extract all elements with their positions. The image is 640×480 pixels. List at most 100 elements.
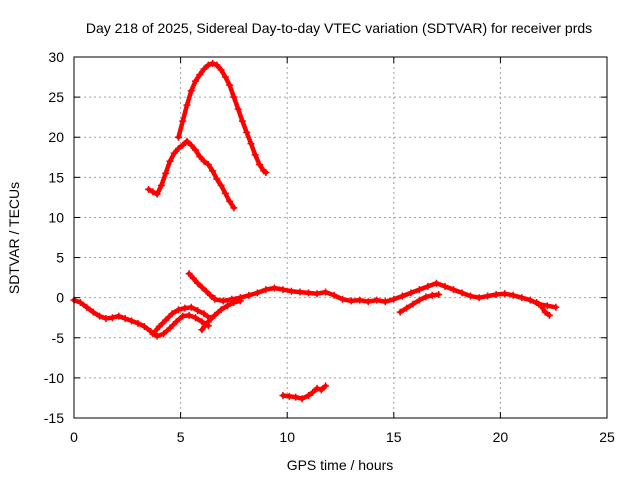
data-point bbox=[206, 291, 214, 299]
series-trace bbox=[146, 138, 237, 211]
grid-lines bbox=[74, 57, 607, 418]
data-point bbox=[219, 297, 227, 305]
data-point bbox=[185, 311, 193, 319]
data-point bbox=[179, 117, 187, 125]
data-point bbox=[179, 141, 187, 149]
y-tick-label: 0 bbox=[56, 290, 64, 306]
data-point bbox=[390, 295, 398, 303]
data-point bbox=[145, 185, 153, 193]
data-point bbox=[174, 144, 182, 152]
y-axis-label: SDTVAR / TECUs bbox=[6, 182, 22, 294]
data-point bbox=[234, 105, 242, 113]
data-point bbox=[183, 137, 191, 145]
data-point bbox=[339, 295, 347, 303]
data-point bbox=[543, 302, 551, 310]
data-point bbox=[415, 296, 423, 304]
data-point bbox=[226, 81, 234, 89]
data-point bbox=[251, 151, 259, 159]
data-point bbox=[243, 128, 251, 136]
data-point bbox=[149, 330, 157, 338]
data-point bbox=[155, 323, 163, 331]
data-point bbox=[230, 93, 238, 101]
data-point bbox=[373, 296, 381, 304]
data-point bbox=[509, 291, 517, 299]
data-point bbox=[202, 287, 210, 295]
data-point bbox=[230, 204, 238, 212]
data-point bbox=[317, 386, 325, 394]
y-tick-label: -10 bbox=[44, 370, 64, 386]
y-tick-label: -15 bbox=[44, 410, 64, 426]
x-tick-label: 10 bbox=[279, 429, 295, 445]
data-point bbox=[170, 149, 178, 157]
data-point bbox=[262, 169, 270, 177]
data-marks bbox=[70, 59, 560, 403]
data-point bbox=[347, 297, 355, 305]
data-point bbox=[174, 133, 182, 141]
data-point bbox=[330, 291, 338, 299]
series-band-late-drop bbox=[533, 298, 553, 319]
data-point bbox=[224, 302, 232, 310]
data-point bbox=[409, 300, 417, 308]
data-point bbox=[196, 152, 204, 160]
data-point bbox=[213, 61, 221, 69]
data-point bbox=[134, 319, 142, 327]
data-point bbox=[247, 140, 255, 148]
data-point bbox=[545, 311, 553, 319]
data-point bbox=[305, 289, 313, 297]
data-point bbox=[415, 286, 423, 294]
y-tick-label: -5 bbox=[52, 330, 65, 346]
data-point bbox=[285, 392, 293, 400]
series-trace bbox=[150, 305, 213, 337]
data-point bbox=[396, 308, 404, 316]
data-point bbox=[435, 290, 443, 298]
data-point bbox=[172, 318, 180, 326]
data-point bbox=[221, 189, 229, 197]
series-arc-negative bbox=[279, 382, 330, 403]
data-point bbox=[441, 282, 449, 290]
data-point bbox=[279, 286, 287, 294]
data-point bbox=[140, 323, 148, 331]
data-point bbox=[96, 312, 104, 320]
data-point bbox=[217, 181, 225, 189]
data-point bbox=[192, 77, 200, 85]
data-point bbox=[153, 332, 161, 340]
y-tick-label: 25 bbox=[48, 89, 64, 105]
data-point bbox=[422, 293, 430, 301]
x-tick-label: 20 bbox=[493, 429, 509, 445]
data-point bbox=[236, 294, 244, 302]
data-point bbox=[198, 283, 206, 291]
data-point bbox=[313, 384, 321, 392]
data-point bbox=[305, 392, 313, 400]
data-point bbox=[428, 291, 436, 299]
data-point bbox=[187, 141, 195, 149]
series-band-main bbox=[211, 279, 560, 311]
data-point bbox=[168, 310, 176, 318]
data-point bbox=[211, 311, 219, 319]
data-point bbox=[533, 298, 541, 306]
data-point bbox=[292, 393, 300, 401]
data-point bbox=[492, 290, 500, 298]
y-tick-label: 30 bbox=[48, 49, 64, 65]
data-point bbox=[209, 59, 217, 67]
data-point bbox=[211, 295, 219, 303]
data-point bbox=[364, 298, 372, 306]
data-point bbox=[200, 310, 208, 318]
series-trace bbox=[534, 300, 552, 318]
data-point bbox=[228, 295, 236, 303]
data-point bbox=[204, 160, 212, 168]
x-tick-label: 15 bbox=[386, 429, 402, 445]
data-point bbox=[270, 284, 278, 292]
data-point bbox=[279, 392, 287, 400]
data-point bbox=[541, 308, 549, 316]
data-point bbox=[192, 146, 200, 154]
series-band-early bbox=[70, 296, 212, 340]
data-point bbox=[262, 286, 270, 294]
data-point bbox=[424, 282, 432, 290]
data-point bbox=[181, 304, 189, 312]
data-point bbox=[187, 303, 195, 311]
data-point bbox=[238, 117, 246, 125]
data-point bbox=[309, 388, 317, 396]
data-point bbox=[115, 312, 123, 320]
data-point bbox=[166, 157, 174, 165]
